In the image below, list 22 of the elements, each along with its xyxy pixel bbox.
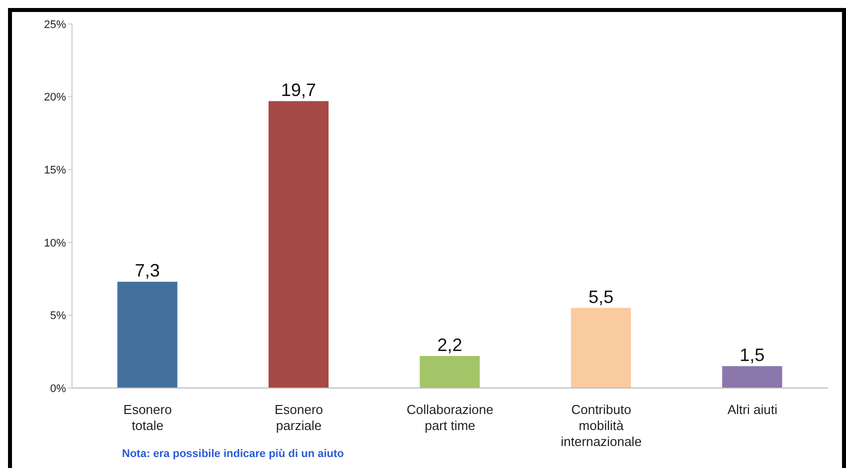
y-tick-label: 25% (44, 18, 66, 31)
y-tick-label: 20% (44, 92, 66, 104)
text: Nota: era possibile indicare più di un aiuto (122, 448, 344, 460)
y-tick-label: 0% (50, 382, 66, 395)
data-label: 1,5 (740, 345, 765, 366)
x-tick-label: Esonero parziale (274, 402, 324, 433)
bar (420, 356, 480, 388)
x-tick-label: Esonero totale (123, 402, 172, 433)
y-tick-label: 10% (44, 237, 66, 250)
bar (117, 282, 178, 388)
data-label: 7,3 (134, 260, 160, 281)
data-label: 19,7 (281, 80, 316, 100)
y-tick-label: 15% (44, 164, 66, 177)
y-tick-label: 5% (50, 310, 66, 322)
bar (722, 366, 782, 388)
x-tick-label: Contributo mobilità internazionale (560, 402, 642, 449)
x-tick-label: Collaborazione part time (406, 402, 494, 433)
bar (570, 308, 631, 388)
data-label: 5,5 (588, 286, 614, 307)
bar (268, 101, 329, 388)
data-label: 2,2 (437, 334, 462, 355)
x-tick-label: Altri aiuti (727, 402, 778, 417)
